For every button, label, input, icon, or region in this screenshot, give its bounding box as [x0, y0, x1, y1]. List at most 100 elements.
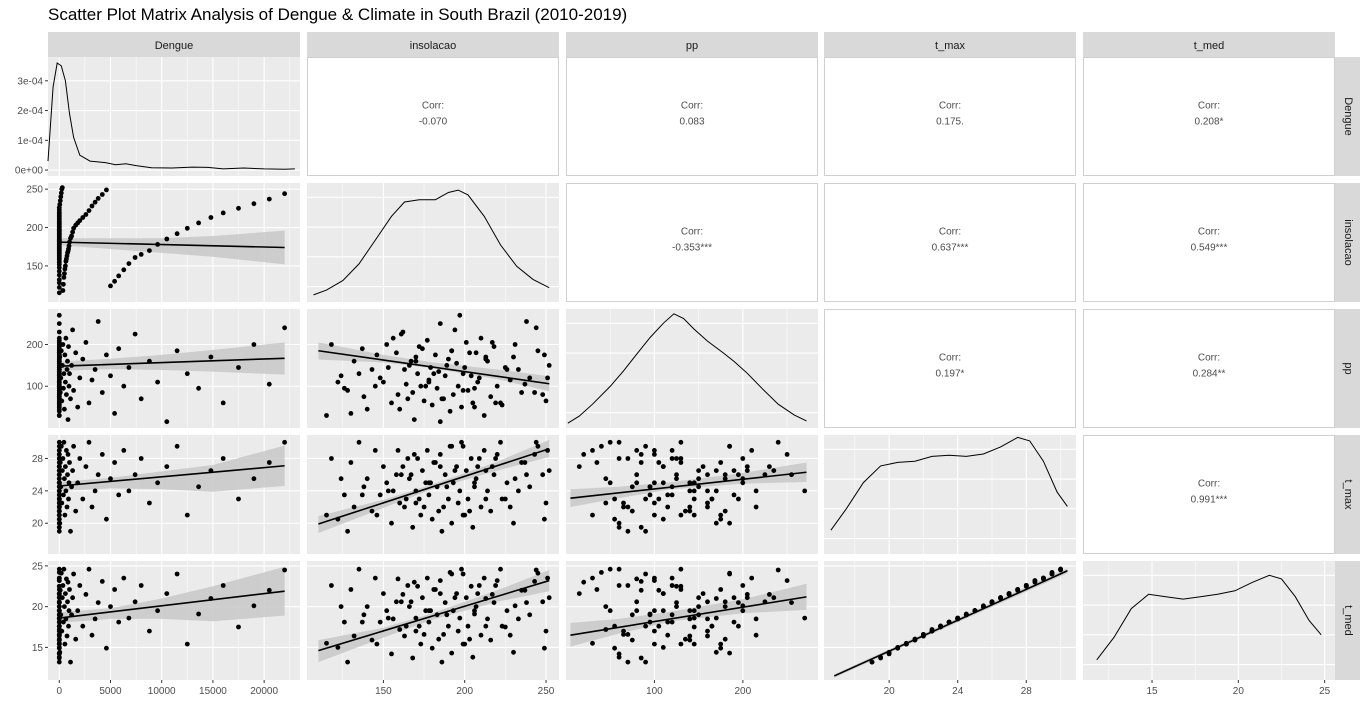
data-point: [472, 484, 477, 490]
data-point: [56, 329, 62, 335]
panel-insolacao-pp: Corr: -0.353***: [566, 183, 818, 302]
data-point: [616, 583, 622, 588]
data-point: [56, 504, 62, 510]
data-point: [56, 578, 62, 583]
panel-t_max-pp: [566, 435, 818, 554]
x-tick-label: 100: [646, 686, 663, 697]
data-point: [660, 608, 666, 614]
data-point: [424, 448, 430, 453]
data-point: [342, 385, 347, 391]
data-point: [775, 439, 781, 445]
row-strip-t_max: [1335, 435, 1360, 554]
data-point: [372, 383, 378, 389]
data-point: [607, 439, 613, 445]
data-point: [444, 484, 450, 490]
panel-Dengue-t_max: Corr: 0.175.: [824, 57, 1076, 176]
data-point: [629, 508, 635, 514]
data-point: [767, 464, 772, 469]
data-point: [423, 383, 429, 389]
corr-label: Corr:: [1198, 479, 1220, 490]
data-point: [502, 365, 508, 370]
panel-background: [566, 309, 818, 428]
data-point: [83, 592, 89, 597]
data-point: [467, 508, 472, 514]
data-point: [174, 443, 180, 449]
column-strip-pp: [566, 32, 818, 57]
data-point: [56, 344, 62, 349]
data-point: [324, 413, 329, 418]
data-point: [533, 439, 539, 445]
data-point: [398, 599, 404, 605]
data-point: [426, 480, 432, 486]
data-point: [540, 599, 546, 605]
data-point: [452, 468, 458, 473]
data-point: [394, 350, 399, 356]
corr-value: 0.991***: [1191, 495, 1228, 506]
data-point: [70, 327, 75, 333]
data-point: [95, 196, 101, 201]
data-point: [80, 215, 86, 220]
data-point: [402, 367, 407, 372]
row-strip-pp: [1335, 309, 1360, 428]
data-point: [543, 500, 549, 506]
data-point: [522, 381, 528, 387]
data-point: [57, 198, 63, 204]
data-point: [407, 604, 412, 609]
data-point: [660, 480, 666, 486]
data-point: [454, 464, 459, 469]
data-point: [345, 659, 350, 665]
x-tick-label: 20000: [250, 686, 278, 697]
data-point: [524, 472, 529, 478]
data-point: [621, 504, 626, 510]
data-point: [397, 500, 403, 506]
data-point: [56, 528, 62, 534]
data-point: [58, 190, 64, 196]
data-point: [56, 408, 62, 414]
data-point: [95, 472, 101, 478]
data-point: [398, 331, 404, 337]
data-point: [481, 413, 487, 418]
data-point: [99, 579, 105, 584]
x-tick-label: 15: [1146, 686, 1158, 697]
data-point: [468, 373, 474, 379]
row-strip-t_med: [1335, 561, 1360, 680]
data-point: [616, 439, 622, 445]
data-point: [377, 619, 383, 625]
data-point: [450, 392, 456, 397]
data-point: [66, 243, 72, 249]
data-point: [452, 327, 458, 333]
data-point: [56, 340, 62, 345]
data-point: [416, 344, 422, 349]
data-point: [669, 612, 675, 618]
data-point: [727, 443, 732, 449]
density-curve-pp: [567, 313, 807, 424]
data-point: [67, 587, 72, 592]
data-point: [121, 448, 127, 453]
data-point: [56, 496, 62, 502]
data-point: [416, 496, 422, 502]
corr-label: Corr:: [1198, 101, 1220, 112]
data-point: [436, 636, 442, 642]
data-point: [546, 468, 552, 473]
data-point: [491, 472, 497, 478]
data-point: [369, 367, 375, 372]
data-point: [116, 619, 122, 625]
x-tick-label: 200: [734, 686, 751, 697]
data-point: [511, 354, 516, 360]
data-point: [473, 476, 479, 482]
data-point: [104, 352, 109, 358]
data-point: [394, 472, 399, 478]
data-point: [348, 460, 354, 465]
data-point: [483, 496, 489, 502]
data-point: [372, 575, 378, 581]
data-point: [184, 512, 190, 518]
data-point: [104, 645, 109, 651]
data-point: [70, 468, 75, 473]
data-point: [656, 587, 662, 593]
data-point: [638, 587, 644, 593]
data-point: [603, 476, 609, 482]
data-point: [753, 632, 759, 638]
data-point: [56, 268, 62, 274]
data-point: [61, 281, 66, 287]
data-point: [57, 649, 63, 655]
